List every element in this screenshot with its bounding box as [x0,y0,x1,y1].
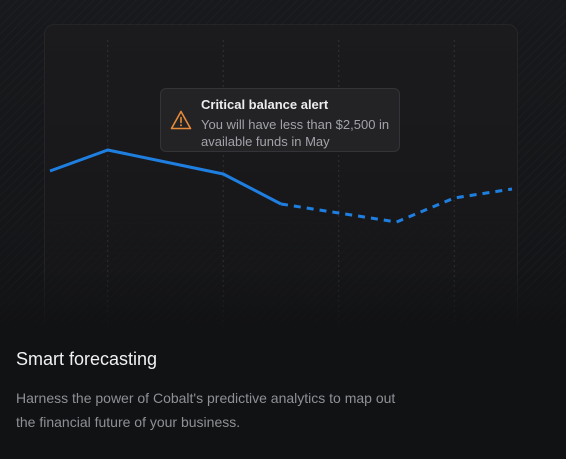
chart-fade-overlay [0,270,566,340]
feature-title: Smart forecasting [16,349,158,369]
forecast-balance-line [280,187,513,224]
chart-series [49,148,513,224]
critical-balance-alert: Critical balance alert You will have les… [160,88,400,152]
actual-balance-line [49,148,282,206]
alert-message: You will have less than $2,500 in availa… [201,117,390,149]
feature-description: Harness the power of Cobalt's predictive… [16,390,396,430]
alert-title: Critical balance alert [201,97,329,112]
warning-triangle-icon [170,110,192,130]
